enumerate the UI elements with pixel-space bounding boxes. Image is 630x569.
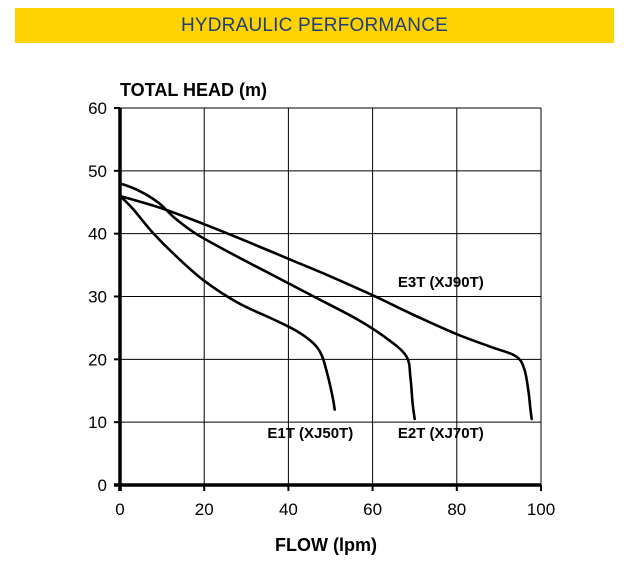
x-tick-label: 60 xyxy=(363,500,382,519)
series-line-3 xyxy=(118,194,533,421)
y-tick-label: 60 xyxy=(88,99,107,118)
x-tick-label: 0 xyxy=(115,500,124,519)
y-axis-title: TOTAL HEAD (m) xyxy=(120,80,267,100)
x-tick-label: 40 xyxy=(279,500,298,519)
y-tick-labels: 0 10 20 30 40 50 60 xyxy=(88,99,107,495)
page-title: HYDRAULIC PERFORMANCE xyxy=(180,14,449,36)
header-banner: HYDRAULIC PERFORMANCE xyxy=(15,8,614,43)
y-tick-label: 50 xyxy=(88,162,107,181)
y-tick-label: 0 xyxy=(98,476,107,495)
y-tick-label: 20 xyxy=(88,350,107,369)
x-tick-label: 20 xyxy=(195,500,214,519)
x-tick-label: 100 xyxy=(527,500,555,519)
x-tick-label: 80 xyxy=(447,500,466,519)
series-lines xyxy=(118,182,533,421)
y-tick-label: 10 xyxy=(88,413,107,432)
series-label-2: E2T (XJ70T) xyxy=(398,425,484,442)
y-tick-label: 40 xyxy=(88,225,107,244)
series-line-2 xyxy=(118,182,416,421)
x-axis-title: FLOW (lpm) xyxy=(275,535,377,555)
series-line-1 xyxy=(118,194,336,411)
axes xyxy=(114,107,542,491)
grid-lines xyxy=(120,107,542,485)
series-label-3: E3T (XJ90T) xyxy=(398,274,484,291)
x-tick-labels: 0 20 40 60 80 100 xyxy=(115,500,555,519)
series-labels: E1T (XJ50T) E2T (XJ70T) E3T (XJ90T) xyxy=(267,274,483,442)
series-label-1: E1T (XJ50T) xyxy=(267,425,353,442)
y-tick-label: 30 xyxy=(88,288,107,307)
